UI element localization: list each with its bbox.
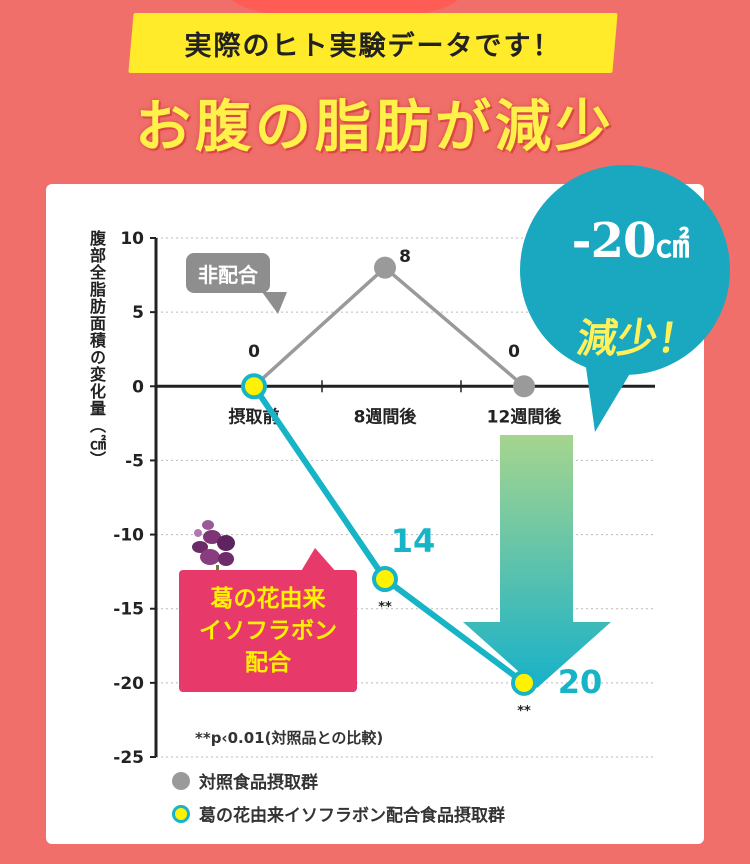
legend-label-control: 対照食品摂取群 <box>199 773 318 793</box>
label-layer: 0 8 0 14 20 ** ** <box>248 247 602 719</box>
treatment-badge: 葛の花由来 イソフラボン 配合 <box>179 570 357 692</box>
treatment-point <box>511 669 537 696</box>
legend-label-treatment: 葛の花由来イソフラボン配合食品摂取群 <box>199 806 505 826</box>
headline: お腹の脂肪が減少 <box>135 95 615 160</box>
control-data-label: 8 <box>399 247 411 267</box>
series-layer <box>241 256 537 696</box>
y-tick-label: 10 <box>120 229 144 249</box>
callout-circle <box>520 165 730 375</box>
reduction-arrow <box>463 435 611 688</box>
y-tick-label: -25 <box>113 748 144 768</box>
control-data-label: 0 <box>508 342 520 362</box>
callout-unit: ㎠ <box>655 226 689 266</box>
significance-marker: ** <box>517 704 531 719</box>
legend-marker-control <box>172 771 190 790</box>
callout-sub: 減少！ <box>574 316 701 362</box>
control-badge: 非配合 <box>186 253 270 293</box>
legend-item-control: 対照食品摂取群 <box>172 764 652 797</box>
y-tick-label: -5 <box>125 451 144 471</box>
y-tick-label: -10 <box>113 526 144 546</box>
treatment-point <box>372 566 398 593</box>
treatment-data-label: 20 <box>558 663 603 701</box>
callout-number: -20 <box>571 213 657 269</box>
pink-box-pointer <box>300 548 337 573</box>
control-point <box>513 375 535 398</box>
treatment-point <box>241 373 267 400</box>
x-tick-label: 8週間後 <box>354 406 418 427</box>
treatment-data-label: 14 <box>391 522 436 560</box>
axis-layer: 10 5 0 -5 -10 -15 -20 -25 摂取前 8週間後 12週間後 <box>113 229 655 768</box>
control-series-line <box>252 265 526 388</box>
y-axis-label: 腹部全脂肪面積の変化量（㎠） <box>87 230 106 468</box>
flower-icon <box>192 520 235 575</box>
y-tick-label: -15 <box>113 600 144 620</box>
legend-marker-treatment <box>172 804 190 823</box>
treatment-badge-line-1: 葛の花由来 <box>210 586 326 612</box>
control-point <box>374 256 396 279</box>
legend: 対照食品摂取群 葛の花由来イソフラボン配合食品摂取群 <box>172 764 652 830</box>
treatment-badge-line-3: 配合 <box>245 650 291 676</box>
x-tick-label: 摂取前 <box>229 406 280 427</box>
y-tick-label: 5 <box>132 303 144 323</box>
significance-marker: ** <box>378 600 392 615</box>
significance-note: **p‹0.01(対照品との比較) <box>195 729 384 747</box>
callout-value: -20㎠ <box>530 213 730 269</box>
banner-text: 実際のヒト実験データです！ <box>184 30 562 62</box>
x-tick-label: 12週間後 <box>487 406 563 427</box>
gray-badge-pointer <box>262 292 287 314</box>
control-data-label: 0 <box>248 342 260 362</box>
treatment-badge-line-2: イソフラボン <box>199 618 337 644</box>
y-tick-label: 0 <box>132 377 144 397</box>
y-tick-label: -20 <box>113 674 144 694</box>
legend-item-treatment: 葛の花由来イソフラボン配合食品摂取群 <box>172 797 652 830</box>
